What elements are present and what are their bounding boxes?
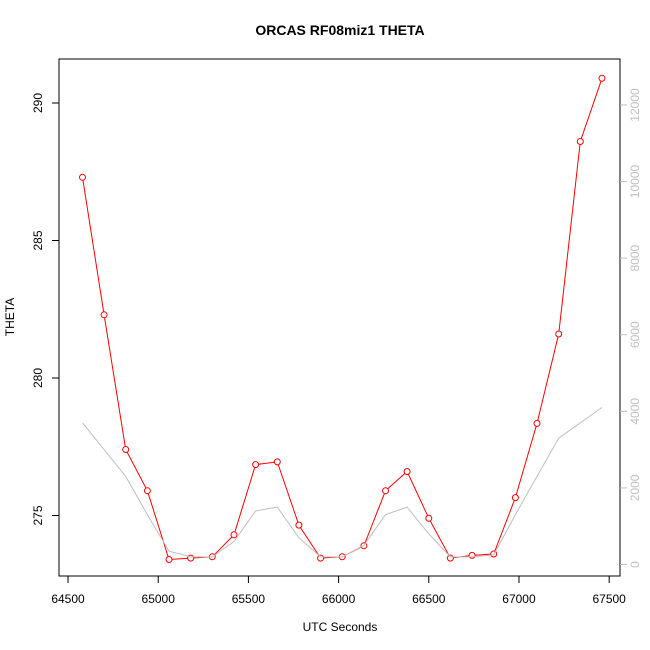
theta-data-point-7 <box>230 531 238 539</box>
y-tick-label-3: 290 <box>31 93 45 113</box>
theta-data-point-14 <box>382 487 389 495</box>
x-tick-label-5: 67000 <box>502 592 536 606</box>
x-axis-label: UTC Seconds <box>303 620 378 634</box>
theta-data-point-23 <box>576 138 584 145</box>
theta-data-point-1 <box>100 311 108 319</box>
y-tick-label-1: 280 <box>31 368 45 388</box>
plot-area: 64500 65000 65500 66000 66500 67000 67500 275 28… <box>31 58 642 606</box>
theta-data-point-20 <box>511 494 519 502</box>
theta-data-point-18 <box>468 551 476 559</box>
theta-data-point-15 <box>403 468 411 475</box>
theta-series-line <box>82 78 603 561</box>
theta-data-point-10 <box>295 521 303 529</box>
theta-data-point-2 <box>122 446 130 453</box>
theta-data-point-3 <box>143 487 151 495</box>
theta-data-point-24 <box>598 74 606 82</box>
x-tick-label-0: 64500 <box>51 592 85 606</box>
x-tick-label-1: 65000 <box>142 592 176 606</box>
x-tick-label-6: 67500 <box>592 592 626 606</box>
x-tick-label-3: 66000 <box>322 592 356 606</box>
theta-data-point-22 <box>555 330 563 338</box>
y2-tick-label-0: 0 <box>628 561 642 568</box>
y2-tick-label-1: 2000 <box>628 474 642 501</box>
plot-frame <box>58 58 621 577</box>
y2-tick-label-4: 8000 <box>628 244 642 271</box>
y2-tick-label-2: 4000 <box>628 398 642 425</box>
theta-data-point-16 <box>425 514 433 522</box>
x-tick-label-2: 65500 <box>232 592 266 606</box>
x-tick-label-4: 66500 <box>412 592 446 606</box>
theta-data-point-9 <box>273 458 281 466</box>
theta-data-point-4 <box>165 556 173 563</box>
theta-data-point-17 <box>446 554 454 562</box>
theta-data-point-8 <box>252 461 260 469</box>
y2-tick-label-3: 6000 <box>628 321 642 348</box>
altitude-series-line <box>82 407 603 558</box>
theta-data-point-21 <box>533 419 541 427</box>
y2-tick-label-6: 12000 <box>628 88 642 122</box>
chart-title: ORCAS RF08miz1 THETA <box>255 22 424 38</box>
y2-tick-label-5: 10000 <box>628 164 642 198</box>
y-tick-label-2: 285 <box>31 230 45 250</box>
theta-data-point-11 <box>317 554 325 562</box>
y-axis-label: THETA <box>3 298 17 336</box>
y-tick-label-0: 275 <box>31 505 45 525</box>
theta-data-point-0 <box>79 173 86 181</box>
